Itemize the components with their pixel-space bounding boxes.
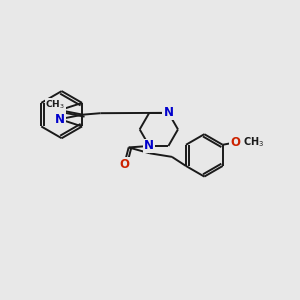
Text: O: O <box>230 136 240 149</box>
Text: CH$_3$: CH$_3$ <box>243 135 265 149</box>
Text: O: O <box>119 158 129 171</box>
Text: N: N <box>144 140 154 152</box>
Text: N: N <box>164 106 173 119</box>
Text: N: N <box>55 104 65 117</box>
Text: CH$_3$: CH$_3$ <box>46 99 65 111</box>
Text: N: N <box>55 113 65 126</box>
